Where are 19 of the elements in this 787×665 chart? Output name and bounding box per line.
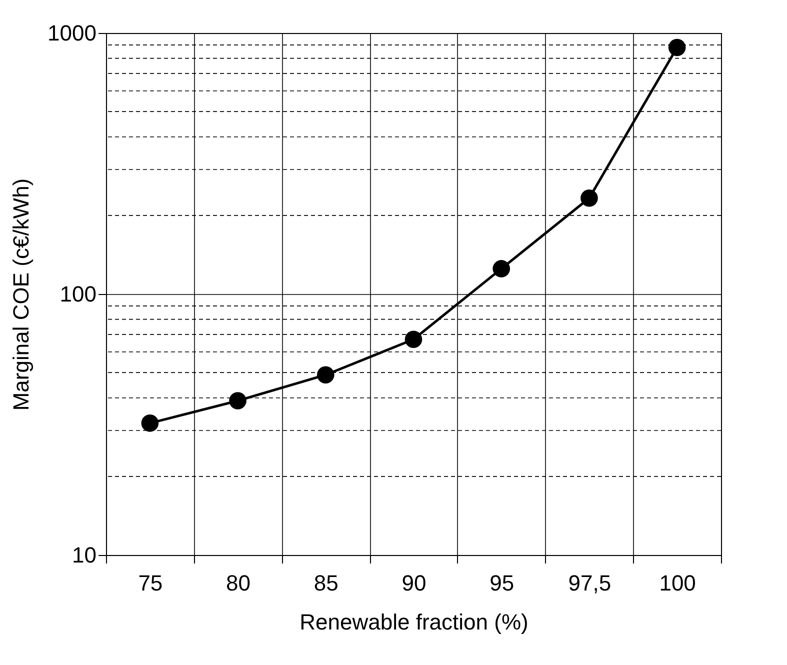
- y-tick-label: 10: [72, 542, 96, 568]
- x-axis-title: Renewable fraction (%): [300, 610, 528, 634]
- point: [141, 414, 159, 432]
- point: [580, 189, 598, 207]
- x-tick-label: 100: [659, 570, 696, 596]
- x-tick-label: 90: [402, 570, 426, 596]
- x-tick-label: 97,5: [568, 570, 612, 596]
- point: [229, 392, 246, 410]
- point: [316, 366, 334, 384]
- point: [668, 38, 686, 56]
- y-tick-label: 1000: [48, 20, 96, 46]
- x-tick-label: 75: [138, 570, 163, 596]
- point: [404, 330, 422, 348]
- point: [492, 260, 510, 278]
- y-tick-label: 100: [60, 282, 96, 306]
- x-tick-label: 85: [314, 570, 338, 596]
- x-tick-label: 95: [490, 570, 514, 596]
- y-axis-title: Marginal COE (c€/kWh): [8, 178, 34, 411]
- x-tick-label: 80: [226, 570, 251, 596]
